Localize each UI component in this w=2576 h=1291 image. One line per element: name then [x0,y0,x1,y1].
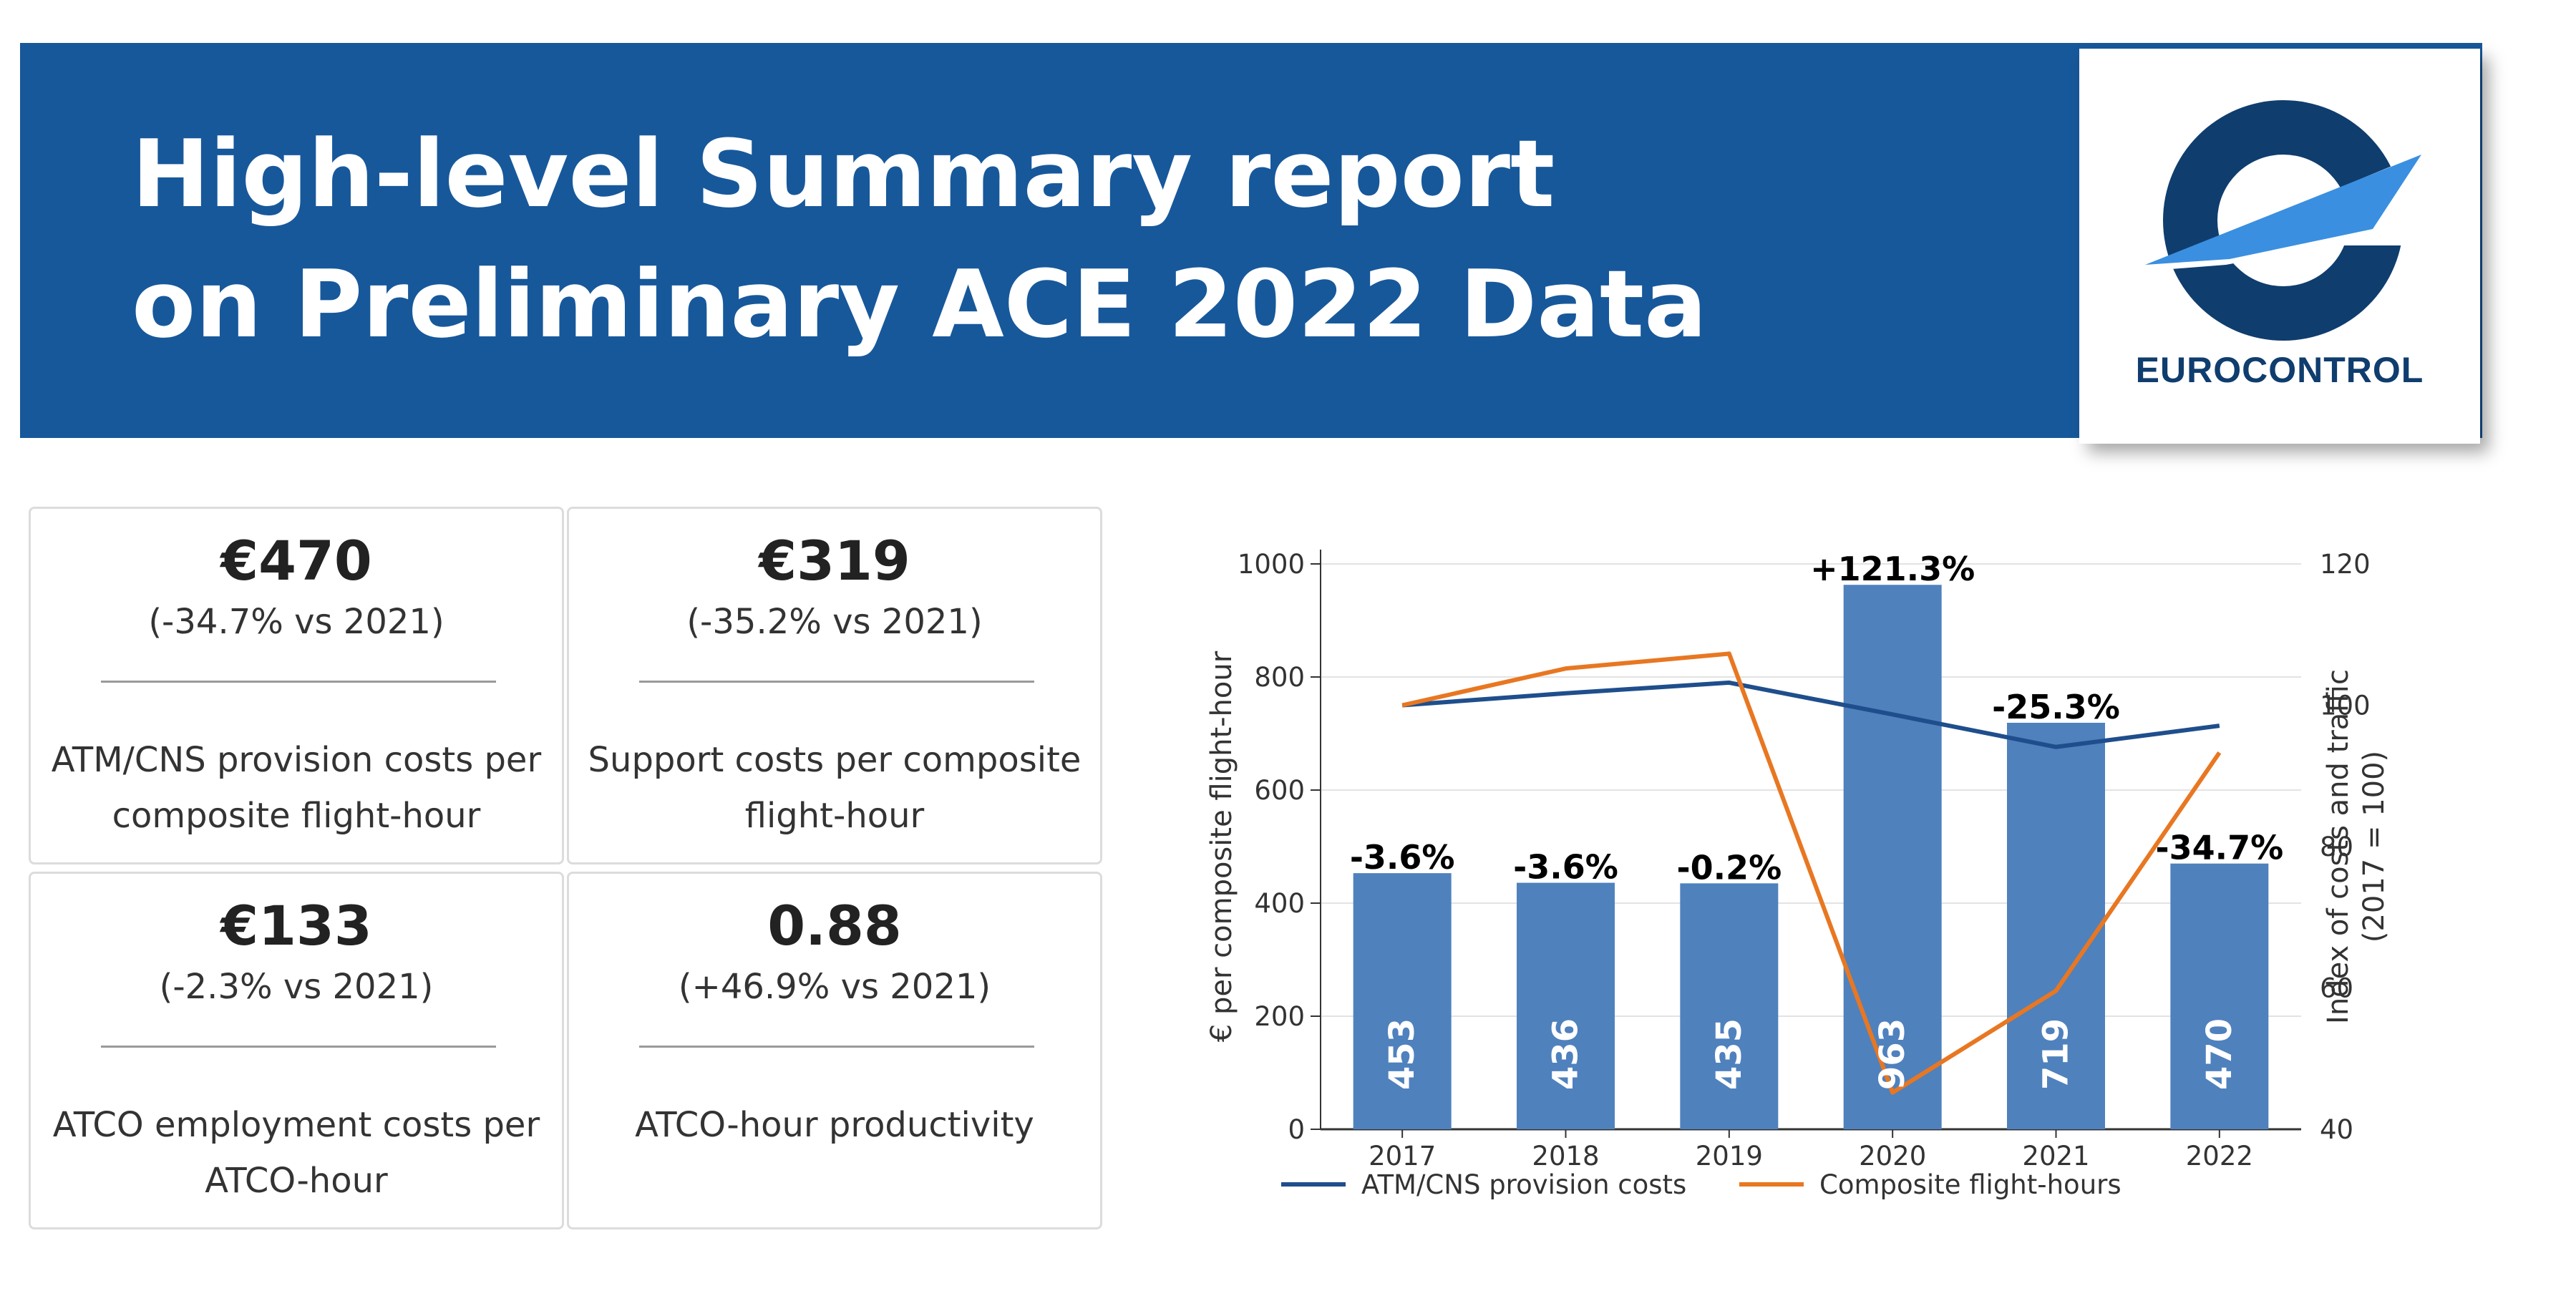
kpi-value: €133 [220,894,372,958]
bar-value-label: 435 [1709,1018,1749,1090]
bar-2020 [1843,585,1942,1129]
legend-label-0: ATM/CNS provision costs [1361,1169,1686,1200]
y2-tick-label: 100 [2320,691,2371,721]
x-tick-label: 2018 [1532,1141,1599,1171]
bar-2021 [2007,722,2105,1129]
bar-2019 [1680,883,1779,1129]
kpi-label: ATCO-hour productivity [635,1105,1034,1145]
kpi-divider [639,681,1034,683]
kpi-divider [101,1046,496,1048]
bar-value-label: 963 [1872,1018,1912,1090]
bar-value-label: 719 [2036,1018,2076,1090]
kpi-card-support-cost: €319 (-35.2% vs 2021) Support costs per … [567,507,1102,864]
bar-2018 [1517,882,1615,1129]
bar-value-label: 470 [2200,1018,2240,1090]
kpi-label: ATM/CNS provision costs per composite fl… [51,740,542,836]
x-tick-label: 2019 [1696,1141,1763,1171]
x-tick-label: 2020 [1859,1141,1926,1171]
kpi-label: ATCO employment costs per ATCO-hour [52,1105,540,1201]
y2-tick-label: 120 [2320,549,2371,580]
kpi-change: (-34.7% vs 2021) [148,602,444,642]
y2-axis-title-line1: Index of costs and traffic [2322,669,2355,1024]
legend-label-1: Composite flight-hours [1819,1169,2121,1200]
y-axis-title: € per composite flight-hour [1205,651,1238,1042]
line-series-composite-flight-hours [1401,651,2222,1095]
bar-change-label: -3.6% [1513,848,1618,887]
logo-wordmark: EUROCONTROL [2135,350,2424,390]
y-tick-label: 400 [1254,888,1305,919]
y-tick-label: 600 [1254,775,1305,806]
bar-value-label: 436 [1546,1018,1586,1090]
kpi-divider [101,681,496,683]
bar-change-label: +121.3% [1810,550,1975,588]
bar-change-label: -3.6% [1350,838,1455,877]
line-series-atm-cns-provision-costs [1401,680,2220,749]
chart-canvas: 0 200 400 600 800 1000 40 60 80 100 120 2017 2018 201… [1205,549,2391,1200]
y-tick-label: 1000 [1238,549,1305,580]
kpi-divider [639,1046,1034,1048]
y-tick-label: 0 [1288,1114,1305,1145]
kpi-change: (-35.2% vs 2021) [686,602,983,642]
report-title-line2: on Preliminary ACE 2022 Data [132,250,1707,359]
x-tick-label: 2021 [2022,1141,2089,1171]
kpi-value: €470 [220,529,372,593]
bar-change-label: -0.2% [1676,848,1782,887]
cost-chart: 0 200 400 600 800 1000 40 60 80 100 120 2017 2018 201… [1188,501,2405,1249]
y2-tick-label: 80 [2320,832,2353,862]
kpi-value: 0.88 [767,894,902,958]
bar-2022 [2170,863,2269,1129]
eurocontrol-emblem-icon [2135,100,2434,341]
eurocontrol-logo: EUROCONTROL [2079,49,2480,444]
y2-tick-label: 60 [2320,973,2353,1004]
y2-tick-label: 40 [2320,1114,2353,1145]
report-title-line1: High-level Summary report [132,120,1555,228]
kpi-card-atco-productivity: 0.88 (+46.9% vs 2021) ATCO-hour producti… [567,872,1102,1229]
y2-axis-title-line2: (2017 = 100) [2358,751,2391,942]
x-tick-label: 2017 [1369,1141,1436,1171]
x-tick-label: 2022 [2186,1141,2253,1171]
bar-change-label: -25.3% [1992,688,2120,726]
bar-2017 [1353,873,1452,1129]
y-tick-label: 200 [1254,1001,1305,1032]
kpi-change: (-2.3% vs 2021) [159,967,434,1007]
kpi-card-atm-cns-cost: €470 (-34.7% vs 2021) ATM/CNS provision … [29,507,564,864]
kpi-value: €319 [759,529,910,593]
header-banner: High-level Summary report on Preliminary… [20,43,2482,438]
y-tick-label: 800 [1254,662,1305,693]
kpi-card-atco-employment-cost: €133 (-2.3% vs 2021) ATCO employment cos… [29,872,564,1229]
bar-value-label: 453 [1382,1018,1422,1090]
kpi-change: (+46.9% vs 2021) [678,967,991,1007]
kpi-label: Support costs per composite flight-hour [588,740,1082,836]
bar-change-label: -34.7% [2155,829,2283,867]
